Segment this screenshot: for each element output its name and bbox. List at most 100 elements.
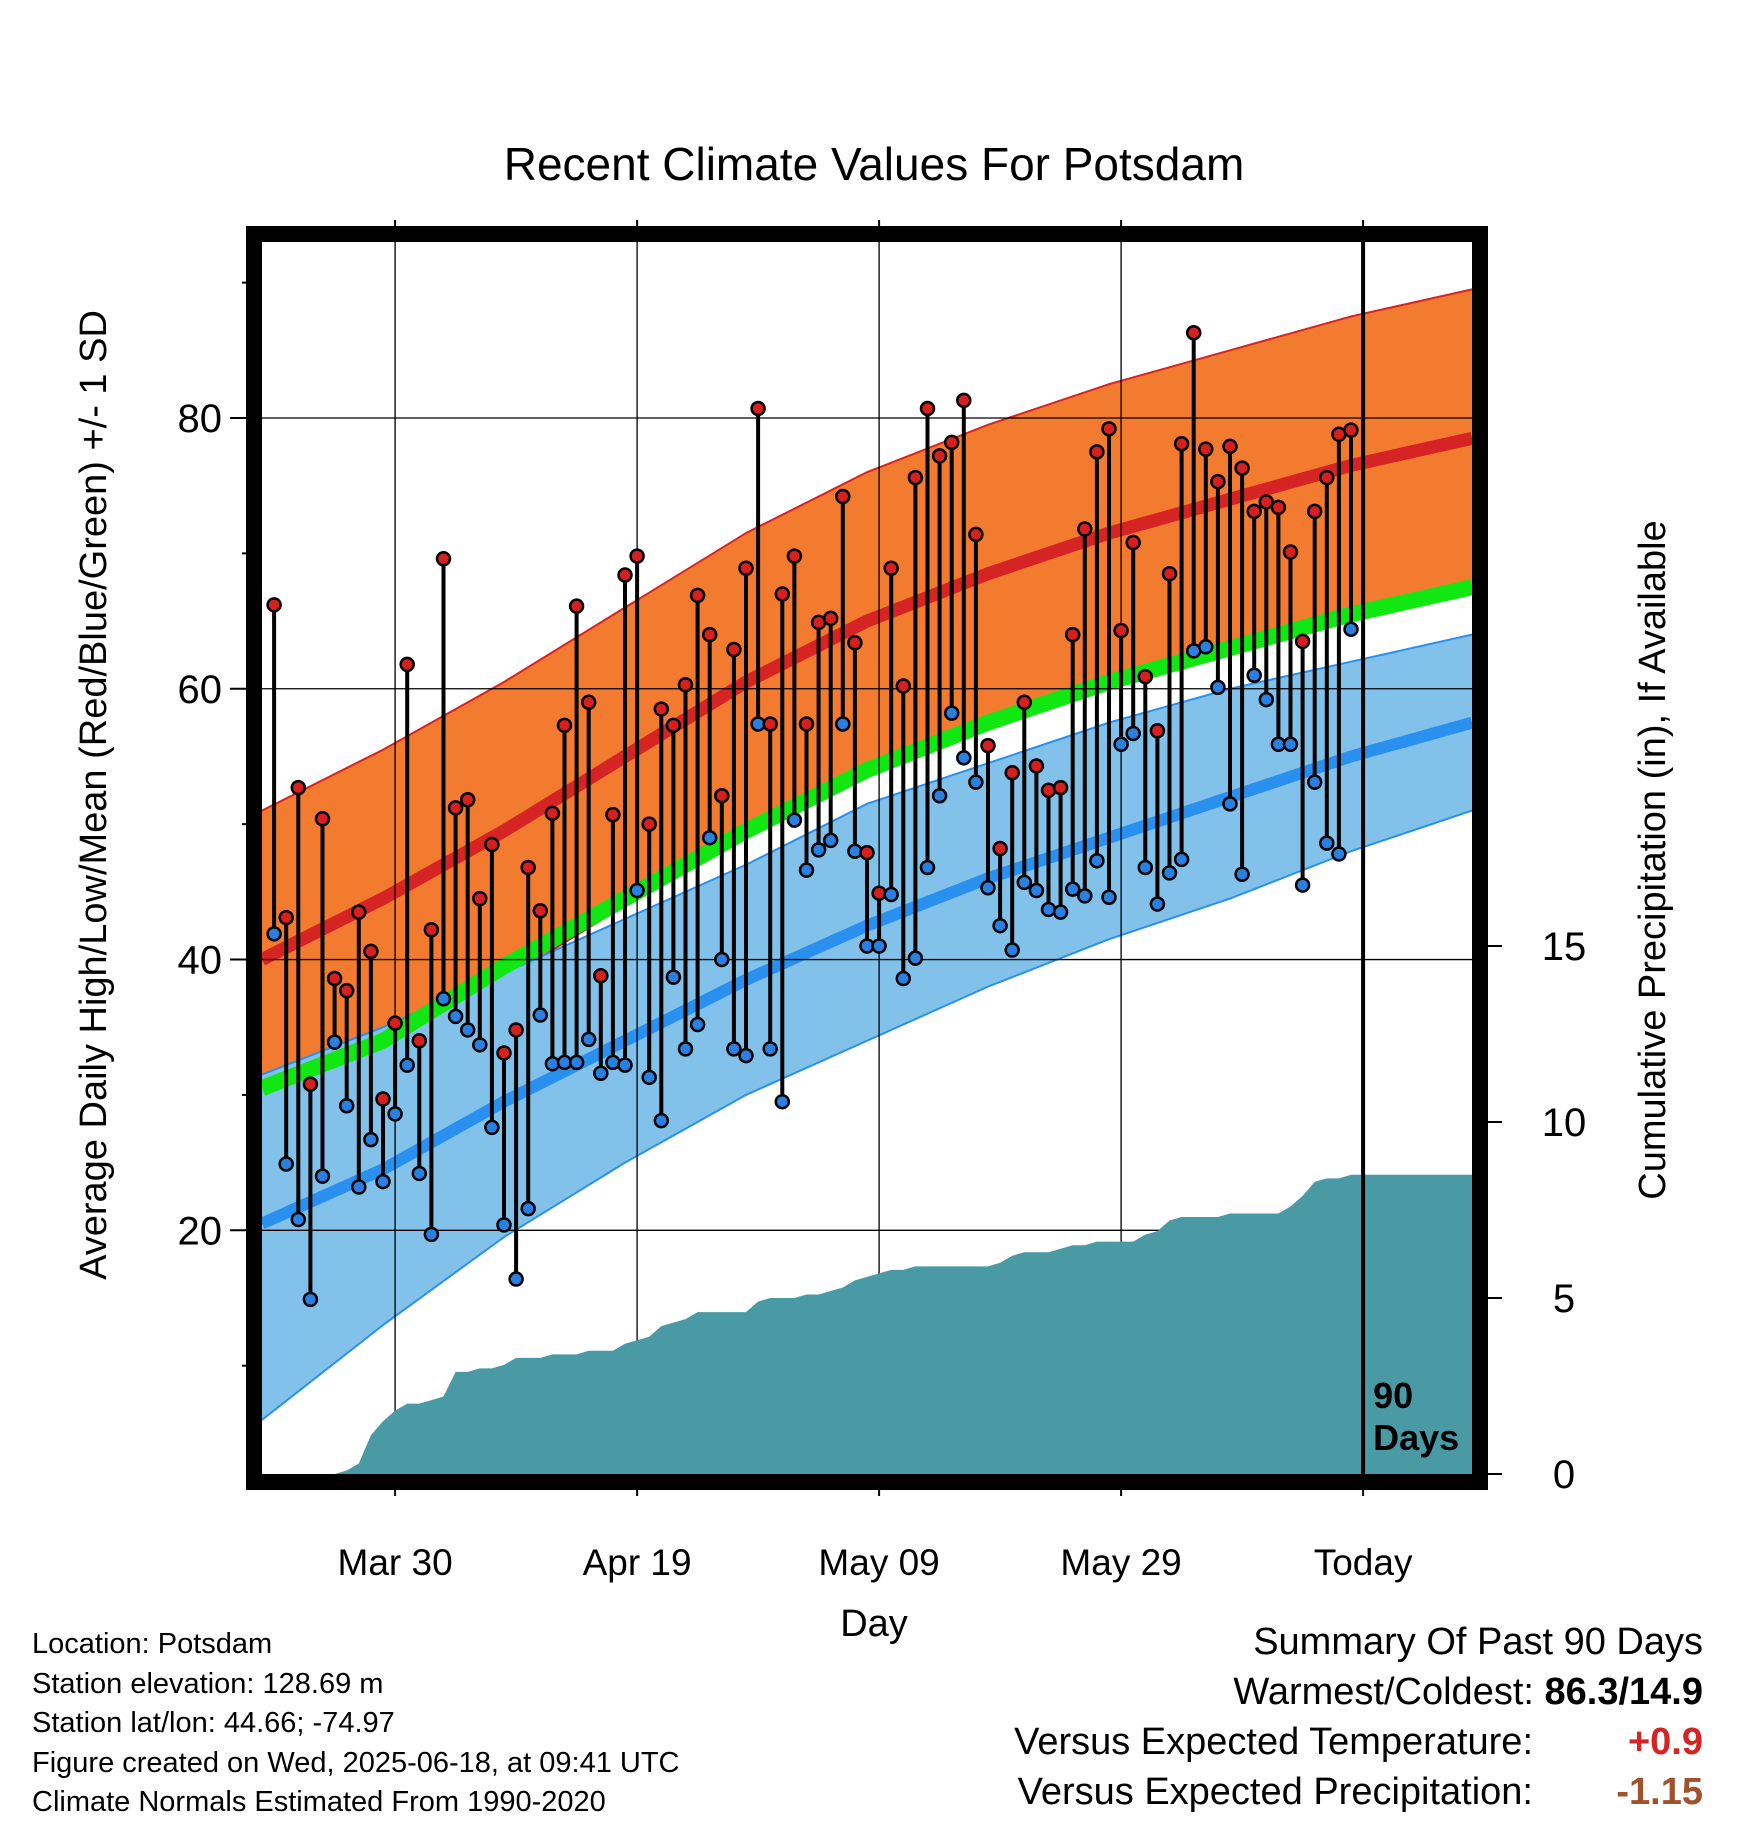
high-temp-point (1343, 422, 1359, 438)
low-temp-point (883, 886, 899, 903)
info-normals: Climate Normals Estimated From 1990-2020 (32, 1786, 606, 1818)
high-temp-point (387, 1015, 403, 1031)
low-temp-point (532, 1007, 549, 1023)
high-temp-point (1125, 534, 1141, 551)
high-temp-point (701, 626, 718, 643)
low-temp-point (520, 1200, 536, 1217)
high-temp-point (992, 840, 1008, 857)
y2-tick-label: 15 (1542, 925, 1587, 969)
low-temp-point (1198, 639, 1214, 655)
high-temp-point (1040, 782, 1057, 799)
low-temp-point (351, 1179, 367, 1195)
low-temp-point (907, 950, 924, 966)
x-axis-label: Day (840, 1603, 908, 1645)
low-temp-point (1028, 882, 1045, 899)
high-temp-point (1222, 438, 1238, 455)
low-temp-point (1004, 942, 1020, 958)
low-temp-point (472, 1037, 488, 1053)
low-temp-point (1040, 901, 1057, 918)
low-temp-point (931, 787, 948, 804)
low-temp-point (968, 774, 984, 790)
low-temp-point (459, 1022, 476, 1038)
high-temp-point (399, 656, 415, 673)
low-temp-point (1222, 796, 1238, 812)
low-temp-point (447, 1008, 464, 1025)
high-temp-point (1282, 544, 1299, 560)
low-temp-point (835, 716, 851, 732)
high-temp-point (1319, 469, 1335, 486)
low-temp-point (629, 882, 645, 899)
low-temp-point (774, 1093, 791, 1110)
y-tick-label: 60 (178, 668, 223, 712)
high-temp-point (1173, 435, 1190, 452)
info-created: Figure created on Wed, 2025-06-18, at 09… (32, 1746, 680, 1779)
low-temp-point (302, 1291, 319, 1308)
low-temp-point (726, 1041, 742, 1057)
high-temp-point (617, 567, 633, 583)
precip-value: -1.15 (1616, 1771, 1703, 1813)
low-temp-point (496, 1217, 512, 1233)
y2-tick-label: 5 (1553, 1277, 1575, 1321)
low-temp-point (593, 1065, 609, 1082)
low-temp-point (387, 1106, 403, 1122)
daily-temperature-bars (266, 324, 1359, 1308)
low-temp-point (1306, 774, 1323, 790)
low-temp-point (738, 1047, 754, 1064)
high-temp-point (943, 434, 960, 451)
precip-label: Versus Expected Precipitation: (1017, 1771, 1533, 1813)
high-temp-point (1270, 499, 1287, 516)
high-temp-point (508, 1022, 524, 1038)
low-temp-point (1101, 889, 1117, 906)
low-temp-point (278, 1156, 294, 1172)
high-temp-point (689, 587, 706, 604)
high-temp-point (1064, 626, 1081, 643)
low-temp-point (1246, 667, 1262, 683)
x-tick-label: Mar 30 (338, 1542, 453, 1583)
y2-tick-label: 0 (1553, 1453, 1575, 1497)
high-temp-point (1294, 633, 1311, 650)
high-temp-point (593, 968, 609, 984)
low-temp-point (290, 1211, 307, 1228)
high-temp-point (314, 810, 331, 827)
high-temp-point (1052, 779, 1069, 796)
cumulative-precip-area (262, 1174, 1472, 1474)
high-temp-point (472, 890, 488, 907)
y-tick-label: 80 (178, 397, 223, 441)
high-temp-point (278, 909, 294, 926)
low-temp-point (714, 951, 730, 968)
y-tick-label: 40 (178, 939, 223, 983)
high-temp-point (1149, 722, 1166, 739)
today-label: Days (1373, 1417, 1459, 1458)
high-temp-point (762, 716, 778, 732)
low-temp-point (786, 812, 803, 828)
low-temp-point (1258, 691, 1275, 708)
y2-axis-label: Cumulative Precipitation (in), If Availa… (1632, 520, 1674, 1199)
high-temp-point (653, 701, 670, 717)
high-temp-point (580, 694, 597, 711)
high-temp-point (1185, 324, 1202, 341)
high-temp-point (532, 903, 549, 919)
high-temp-point (605, 806, 621, 823)
low-temp-point (1113, 736, 1129, 753)
low-temp-point (980, 880, 996, 896)
low-temp-point (1149, 896, 1166, 912)
low-temp-point (1089, 852, 1105, 869)
axes: 20 40 60 80 0 5 10 15 Mar 30 Apr 19 May 09 May 29 To… (178, 220, 1587, 1583)
temp-label: Versus Expected Temperature: (1014, 1721, 1533, 1763)
low-temp-point (701, 829, 718, 846)
y-tick-label: 20 (178, 1209, 223, 1253)
low-temp-point (363, 1131, 379, 1148)
summary-panel: Summary Of Past 90 Days Warmest/Coldest:… (1014, 1617, 1703, 1817)
low-temp-point (956, 750, 972, 766)
high-temp-point (1028, 758, 1045, 774)
low-temp-point (798, 862, 815, 878)
low-temp-point (617, 1057, 633, 1073)
low-temp-point (411, 1165, 428, 1182)
high-temp-point (980, 737, 996, 754)
warm-cold-value: 86.3/14.9 (1544, 1671, 1703, 1713)
high-temp-point (1198, 441, 1214, 457)
today-label: 90 (1373, 1375, 1413, 1416)
high-temp-point (520, 859, 536, 876)
low-temp-point (1125, 725, 1141, 742)
